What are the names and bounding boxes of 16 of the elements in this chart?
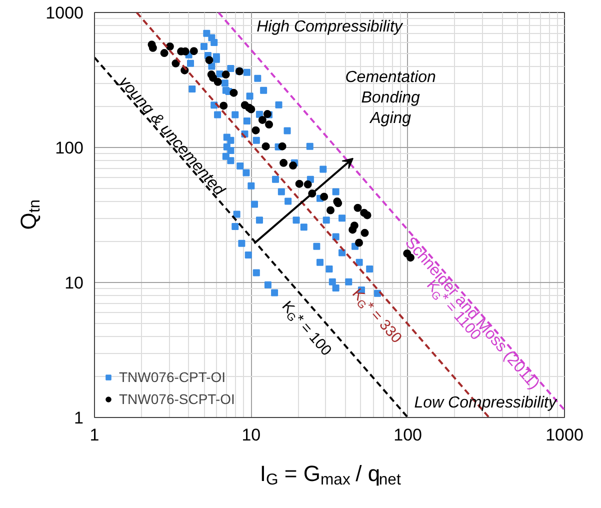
x-tick-label: 1000 — [546, 426, 584, 444]
text: KG* = 100 — [278, 298, 335, 360]
x-tick-label: 1 — [90, 426, 100, 444]
legend-label: TNW076-SCPT-OI — [119, 391, 235, 407]
y-tick-label: 1 — [74, 408, 84, 428]
y-tick-label: 100 — [55, 138, 84, 158]
legend-label: TNW076-CPT-OI — [119, 369, 226, 385]
y-axis-title: Qtn — [16, 199, 44, 230]
y-tick-label: 1000 — [46, 4, 84, 22]
x-tick-label: 10 — [242, 426, 261, 444]
annotation: Cementation Bonding Aging — [345, 69, 436, 127]
text: KG* = 330 — [348, 285, 405, 346]
annotation: High Compressibility — [256, 18, 404, 36]
y-tick-label: 10 — [64, 274, 84, 292]
x-tick-label: 100 — [394, 426, 422, 444]
annotation: Low Compressibility — [414, 394, 558, 412]
